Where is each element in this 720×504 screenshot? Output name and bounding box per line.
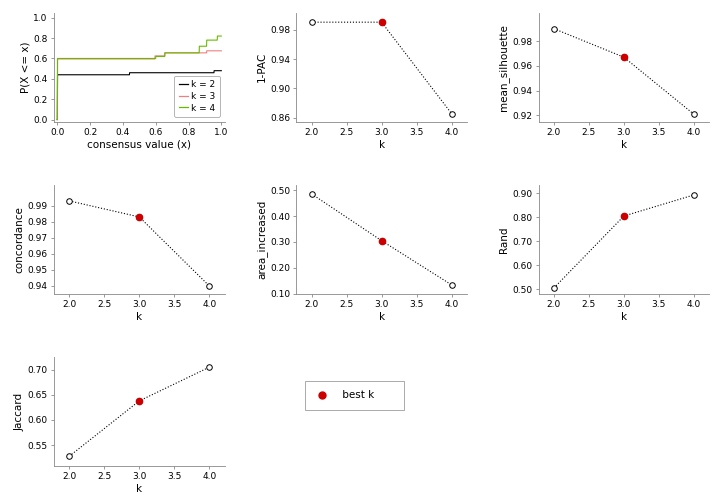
Y-axis label: concordance: concordance <box>15 206 25 273</box>
Bar <box>305 381 404 409</box>
X-axis label: consensus value (x): consensus value (x) <box>87 140 192 150</box>
X-axis label: k: k <box>379 312 384 322</box>
Y-axis label: Jaccard: Jaccard <box>15 393 25 431</box>
Y-axis label: P(X <= x): P(X <= x) <box>21 41 30 93</box>
X-axis label: k: k <box>136 484 143 494</box>
Y-axis label: 1-PAC: 1-PAC <box>257 52 267 82</box>
X-axis label: k: k <box>621 312 627 322</box>
Y-axis label: area_increased: area_increased <box>256 200 267 279</box>
X-axis label: k: k <box>379 140 384 150</box>
X-axis label: k: k <box>136 312 143 322</box>
Y-axis label: Rand: Rand <box>500 226 510 253</box>
Text: best k: best k <box>339 390 374 400</box>
Y-axis label: mean_silhouette: mean_silhouette <box>498 24 510 110</box>
Legend: k = 2, k = 3, k = 4: k = 2, k = 3, k = 4 <box>174 76 220 117</box>
X-axis label: k: k <box>621 140 627 150</box>
